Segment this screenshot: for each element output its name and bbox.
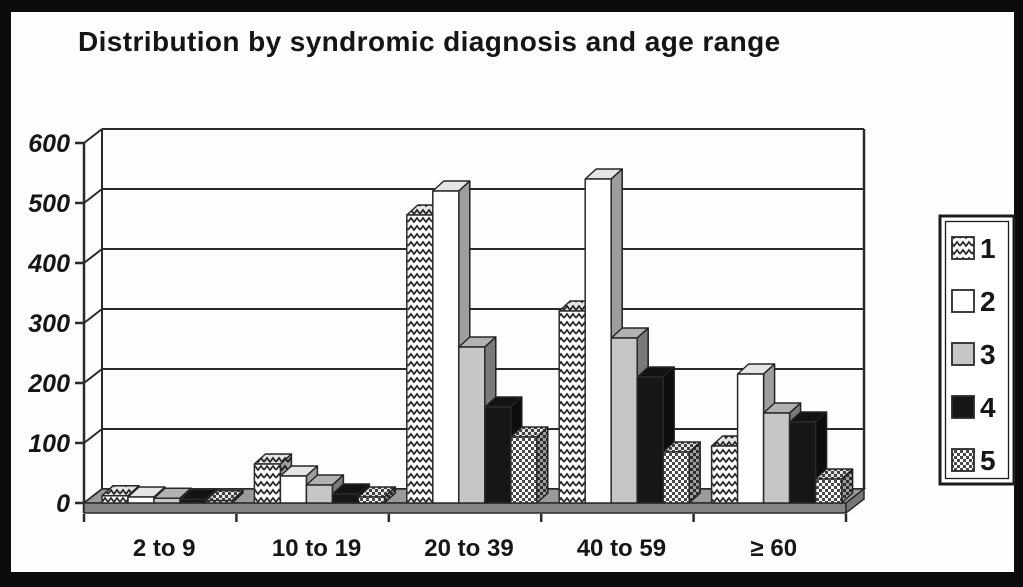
- y-tick-label: 200: [27, 370, 70, 398]
- grid-connector-200: [83, 368, 103, 384]
- legend-label-2: 2: [980, 286, 996, 317]
- bar-series2-10 to 19: [279, 465, 319, 504]
- legend-inner-border: [944, 220, 1010, 480]
- y-tick-label: 500: [28, 190, 70, 218]
- y-tick-label: 300: [28, 310, 70, 338]
- x-tick-label: 10 to 19: [272, 535, 361, 562]
- bar-series5-2 to 9: [205, 489, 244, 504]
- grid-connector-400: [83, 248, 103, 264]
- bar-series5-40 to 59: [662, 441, 701, 504]
- bar-series3-10 to 19: [305, 474, 345, 504]
- y-tick-label: 400: [27, 250, 70, 278]
- y-axis-labels: 0 100 200 300 400 500 600: [27, 130, 70, 518]
- grid-connector-300: [83, 308, 103, 324]
- legend-label-3: 3: [980, 339, 996, 370]
- legend-swatch-5: [951, 448, 975, 472]
- legend-swatch-3: [951, 342, 975, 366]
- y-tick-label: 100: [28, 430, 70, 458]
- x-tick-label: 40 to 59: [577, 535, 666, 562]
- legend-label-4: 4: [980, 392, 996, 423]
- bar-series5-20 to 39: [510, 426, 549, 504]
- x-tick-label: 2 to 9: [133, 535, 196, 562]
- floor-right: [845, 487, 865, 515]
- chart-title: Distribution by syndromic diagnosis and …: [78, 26, 781, 57]
- bar-series5-10 to 19: [357, 486, 397, 504]
- legend-swatch-4: [951, 395, 975, 419]
- x-tick-label: ≥ 60: [751, 535, 798, 562]
- grid-connector-600: [83, 128, 103, 144]
- grid-connector-500: [83, 188, 103, 204]
- legend-box: [938, 214, 1016, 486]
- bar-series1-40 to 59: [558, 300, 597, 504]
- x-axis: 2 to 9 10 to 19 20 to 39 40 to 59 ≥ 60: [82, 514, 848, 562]
- y-tick-label: 0: [56, 490, 70, 518]
- legend-swatch-2: [951, 289, 975, 313]
- legend-label-1: 1: [980, 233, 996, 264]
- plot-walls: [82, 129, 866, 513]
- floor-front: [83, 502, 847, 514]
- y-tick-label: 600: [28, 130, 70, 158]
- legend: 1 2 3 4 5: [938, 214, 1016, 486]
- legend-label-5: 5: [980, 445, 996, 476]
- bars: [101, 168, 854, 504]
- x-tick-label: 20 to 39: [424, 535, 513, 562]
- legend-swatch-1: [951, 236, 975, 260]
- bar-series5-≥ 60: [814, 468, 854, 504]
- grid-connector-100: [83, 428, 103, 444]
